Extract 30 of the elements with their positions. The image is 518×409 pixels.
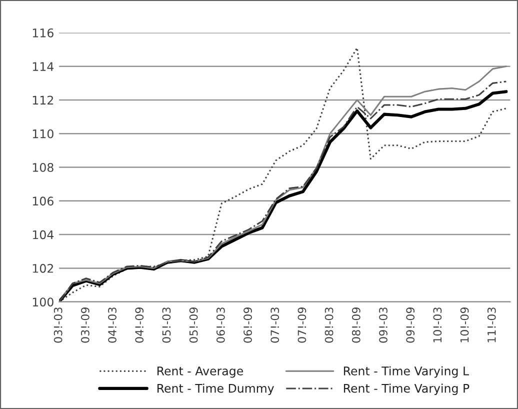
x-tick-label: 07!-03 <box>270 308 280 343</box>
x-tick-label: 10!-03 <box>433 308 442 342</box>
x-tick-label: 05!-03 <box>162 308 171 343</box>
x-tick-label: 05!-09 <box>189 307 198 343</box>
x-tick-label: 10!-09 <box>460 307 469 342</box>
x-tick-label: 04!-03 <box>108 308 116 343</box>
x-tick-label: 09!-09 <box>406 307 415 343</box>
y-tick-label: 106 <box>32 196 54 206</box>
x-tick-label: 07!-09 <box>298 307 306 343</box>
x-tick-label: 08!-03 <box>324 308 334 343</box>
x-tick-label: 08!-09 <box>352 307 360 343</box>
x-tick-label: 04!-09 <box>135 307 144 343</box>
legend-label: Rent - Time Varying L <box>344 366 470 378</box>
x-tick-label: 03!-09 <box>80 307 90 343</box>
legend-label: Rent - Average <box>157 366 243 378</box>
legend-label: Rent - Time Dummy <box>157 384 274 396</box>
y-tick-label: 100 <box>32 298 54 306</box>
x-tick-label: 11!-03 <box>487 308 496 342</box>
x-tick-label: 06!-03 <box>216 308 225 343</box>
x-tick-label: 06!-09 <box>244 307 252 343</box>
legend-label: Rent - Time Varying P <box>344 384 470 396</box>
y-tick-label: 108 <box>32 163 54 172</box>
y-tick-label: 112 <box>32 96 54 104</box>
y-tick-label: 104 <box>32 230 54 240</box>
y-tick-label: 116 <box>32 28 54 38</box>
x-tick-label: 09!-03 <box>379 308 388 343</box>
y-tick-label: 102 <box>32 264 54 273</box>
y-tick-label: 110 <box>32 129 54 138</box>
x-tick-label: 03!-03 <box>54 308 62 343</box>
y-tick-label: 114 <box>32 62 54 71</box>
